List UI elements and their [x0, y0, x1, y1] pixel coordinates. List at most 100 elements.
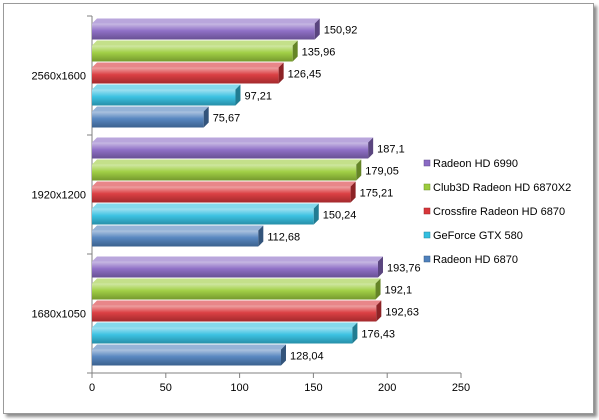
legend-label: Radeon HD 6870	[433, 254, 518, 266]
bar-club3d-radeon-hd-6870x2-2560x1600: 135,96	[92, 40, 336, 62]
bar-club3d-radeon-hd-6870x2-1680x1050: 192,1	[92, 278, 413, 300]
bar-radeon-hd-6870-1920x1200: 112,68	[92, 225, 300, 247]
data-label: 192,1	[385, 285, 413, 297]
bar-side-face	[280, 344, 286, 366]
bar-front-face	[92, 186, 351, 203]
data-label: 112,68	[267, 232, 300, 244]
bar-front-face	[92, 327, 353, 344]
bar-radeon-hd-6990-2560x1600: 150,92	[92, 18, 358, 40]
legend-item-crossfire-radeon-hd-6870: Crossfire Radeon HD 6870	[423, 206, 565, 218]
data-label: 192,63	[385, 307, 419, 319]
bar-side-face	[377, 256, 383, 278]
data-label: 150,92	[324, 25, 358, 37]
bar-club3d-radeon-hd-6870x2-1920x1200: 179,05	[92, 159, 399, 181]
bar-side-face	[203, 106, 209, 128]
legend-item-radeon-hd-6990: Radeon HD 6990	[423, 158, 518, 170]
bar-top-face	[92, 137, 374, 143]
bar-top-face	[92, 159, 362, 165]
x-tick-label: 200	[378, 382, 396, 394]
bar-radeon-hd-6870-1680x1050: 128,04	[92, 344, 324, 366]
data-label: 135,96	[302, 47, 336, 59]
bar-top-face	[92, 84, 241, 90]
bar-radeon-hd-6870-2560x1600: 75,67	[92, 106, 241, 128]
data-label: 126,45	[288, 69, 322, 81]
bar-front-face	[92, 23, 315, 40]
bar-front-face	[92, 283, 376, 300]
legend-item-geforce-gtx-580: GeForce GTX 580	[423, 230, 523, 242]
data-label: 179,05	[365, 166, 399, 178]
legend-swatch	[423, 255, 431, 263]
bar-side-face	[376, 300, 382, 322]
legend-label: GeForce GTX 580	[433, 230, 523, 242]
legend-swatch	[423, 159, 431, 167]
legend-label: Crossfire Radeon HD 6870	[433, 206, 565, 218]
bar-crossfire-radeon-hd-6870-1680x1050: 192,63	[92, 300, 419, 322]
chart-axes: 0 50 100 150 200 250 1680x1050 1920x1200 2560x16…	[32, 15, 470, 394]
category-label-1920x1200: 1920x1200	[32, 190, 86, 202]
x-tick-label: 50	[160, 382, 172, 394]
bar-front-face	[92, 305, 377, 322]
bar-radeon-hd-6990-1920x1200: 187,1	[92, 137, 405, 159]
bar-top-face	[92, 181, 356, 187]
data-label: 175,21	[360, 188, 394, 200]
bar-chart: 0 50 100 150 200 250 1680x1050 1920x1200 2560x16…	[32, 15, 571, 394]
legend-item-radeon-hd-6870: Radeon HD 6870	[423, 254, 518, 266]
bar-top-face	[92, 106, 209, 112]
bar-side-face	[356, 159, 362, 181]
bar-side-face	[368, 137, 374, 159]
bar-top-face	[92, 256, 383, 262]
bar-front-face	[92, 111, 204, 128]
legend-item-club3d-radeon-hd-6870x2: Club3D Radeon HD 6870X2	[423, 182, 571, 194]
data-label: 75,67	[213, 113, 241, 125]
bar-crossfire-radeon-hd-6870-1920x1200: 175,21	[92, 181, 394, 203]
bar-crossfire-radeon-hd-6870-2560x1600: 126,45	[92, 62, 322, 84]
x-tick-label: 150	[304, 382, 322, 394]
chart-frame: 0 50 100 150 200 250 1680x1050 1920x1200 2560x16…	[3, 3, 594, 414]
data-label: 128,04	[290, 351, 324, 363]
bar-front-face	[92, 164, 357, 181]
data-label: 97,21	[244, 91, 272, 103]
data-label: 187,1	[377, 144, 405, 156]
bar-top-face	[92, 18, 320, 24]
category-label-1680x1050: 1680x1050	[32, 309, 86, 321]
bar-front-face	[92, 349, 281, 366]
chart-legend: Radeon HD 6990 Club3D Radeon HD 6870X2 Cro…	[423, 158, 571, 266]
bar-front-face	[92, 67, 279, 84]
bar-side-face	[314, 18, 320, 40]
bar-front-face	[92, 142, 369, 159]
bar-top-face	[92, 225, 264, 231]
bar-side-face	[235, 84, 241, 106]
bar-top-face	[92, 203, 319, 209]
bar-front-face	[92, 261, 378, 278]
bar-side-face	[278, 62, 284, 84]
bar-front-face	[92, 208, 314, 225]
bar-top-face	[92, 300, 382, 306]
bar-side-face	[292, 40, 298, 62]
bar-geforce-gtx-580-1920x1200: 150,24	[92, 203, 357, 225]
bar-side-face	[375, 278, 381, 300]
legend-swatch	[423, 207, 431, 215]
bar-side-face	[350, 181, 356, 203]
x-tick-label: 100	[230, 382, 248, 394]
bar-top-face	[92, 40, 298, 46]
bar-geforce-gtx-580-2560x1600: 97,21	[92, 84, 272, 106]
bar-top-face	[92, 322, 358, 328]
x-tick-label: 250	[452, 382, 470, 394]
bar-side-face	[352, 322, 358, 344]
chart-bars: 128,04 176,43 192,63 192,1 193,76 112,68 150,2…	[92, 18, 421, 366]
bar-top-face	[92, 344, 286, 350]
data-label: 150,24	[323, 210, 357, 222]
bar-side-face	[313, 203, 319, 225]
legend-swatch	[423, 183, 431, 191]
data-label: 176,43	[361, 329, 395, 341]
legend-swatch	[423, 231, 431, 239]
bar-top-face	[92, 278, 381, 284]
bar-geforce-gtx-580-1680x1050: 176,43	[92, 322, 395, 344]
bar-front-face	[92, 89, 236, 106]
category-label-2560x1600: 2560x1600	[32, 71, 86, 83]
legend-label: Radeon HD 6990	[433, 158, 518, 170]
bar-top-face	[92, 62, 284, 68]
data-label: 193,76	[387, 263, 421, 275]
bar-radeon-hd-6990-1680x1050: 193,76	[92, 256, 421, 278]
bar-front-face	[92, 230, 259, 247]
